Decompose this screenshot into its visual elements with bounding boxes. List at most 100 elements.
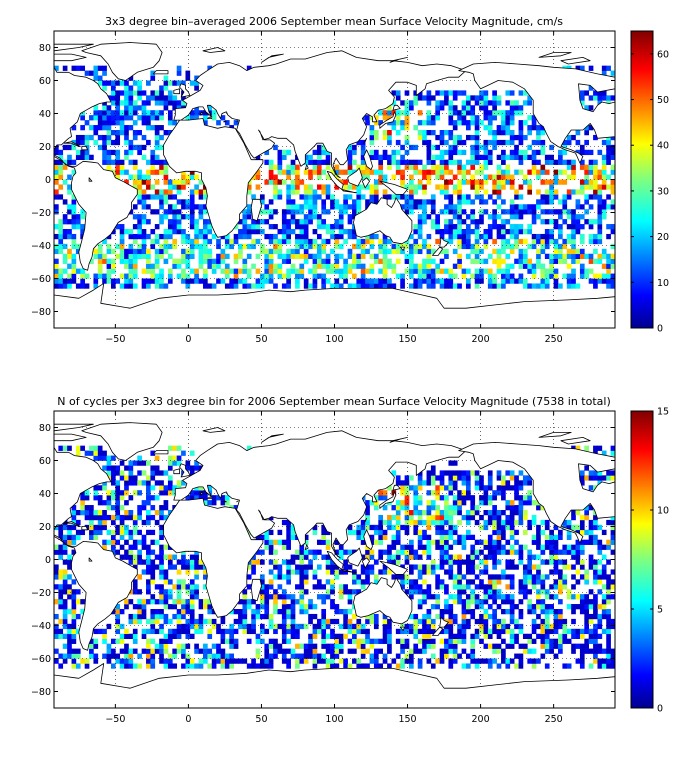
bin-cell xyxy=(465,514,471,521)
bin-cell xyxy=(132,475,138,481)
bin-cell xyxy=(514,233,519,240)
bin-cell xyxy=(549,144,554,151)
bin-cell xyxy=(518,224,524,230)
bin-cell xyxy=(479,480,484,486)
bin-cell xyxy=(255,653,261,659)
bin-cell xyxy=(492,144,497,151)
bin-cell xyxy=(593,638,598,644)
bin-cell xyxy=(62,268,68,274)
bin-cell xyxy=(141,460,147,466)
bin-cell xyxy=(159,599,164,605)
bin-cell xyxy=(373,539,379,545)
bin-cell xyxy=(593,658,598,664)
bin-cell xyxy=(522,589,528,595)
bin-cell xyxy=(382,495,388,501)
bin-cell xyxy=(400,144,405,151)
bin-cell xyxy=(106,268,112,274)
bin-cell xyxy=(71,609,77,615)
bin-cell xyxy=(483,139,489,146)
bin-cell xyxy=(97,485,103,491)
bin-cell xyxy=(448,475,454,481)
bin-cell xyxy=(531,564,537,570)
bin-cell xyxy=(465,609,471,615)
bin-cell xyxy=(308,174,313,180)
bin-cell xyxy=(610,658,615,664)
bin-cell xyxy=(80,224,85,230)
bin-cell xyxy=(492,574,497,580)
bin-cell xyxy=(531,214,537,220)
bin-cell xyxy=(465,233,471,240)
bin-cell xyxy=(150,243,156,250)
bin-cell xyxy=(110,475,116,481)
bin-cell xyxy=(536,134,541,141)
bin-cell xyxy=(540,199,546,205)
bin-cell xyxy=(558,149,563,156)
bin-cell xyxy=(544,539,550,545)
bin-cell xyxy=(479,184,484,190)
bin-cell xyxy=(448,283,454,289)
bin-cell xyxy=(330,248,335,255)
bin-cell xyxy=(176,594,182,600)
bin-cell xyxy=(483,623,489,630)
bin-cell xyxy=(457,115,462,121)
bin-cell xyxy=(242,599,248,605)
bin-cell xyxy=(536,139,541,146)
bin-cell xyxy=(571,510,576,516)
bin-cell xyxy=(67,204,72,210)
bin-cell xyxy=(409,248,414,255)
bin-cell xyxy=(211,263,217,269)
bin-cell xyxy=(268,179,274,185)
bin-cell xyxy=(404,574,410,580)
bin-cell xyxy=(544,534,550,540)
bin-cell xyxy=(198,663,204,669)
bin-cell xyxy=(514,653,519,659)
bin-cell xyxy=(110,139,116,146)
bin-cell xyxy=(544,159,550,165)
bin-cell xyxy=(369,283,375,289)
bin-cell xyxy=(395,500,401,506)
bin-cell xyxy=(299,569,305,575)
bin-cell xyxy=(430,480,436,486)
bin-cell xyxy=(124,125,129,131)
bin-cell xyxy=(470,243,476,250)
bin-cell xyxy=(527,95,533,101)
coastline xyxy=(341,569,357,574)
bin-cell xyxy=(62,219,68,225)
bin-cell xyxy=(268,559,274,565)
bin-cell xyxy=(259,194,265,200)
bin-cell xyxy=(159,549,164,555)
bin-cell xyxy=(501,623,506,630)
bin-cell xyxy=(501,475,506,481)
bin-cell xyxy=(593,559,598,565)
bin-cell xyxy=(492,658,497,664)
bin-cell xyxy=(119,495,125,501)
bin-cell xyxy=(470,599,476,605)
bin-cell xyxy=(255,609,261,615)
bin-cell xyxy=(566,238,572,245)
bin-cell xyxy=(527,559,533,565)
bin-cell xyxy=(115,495,121,501)
bin-cell xyxy=(593,569,598,575)
bin-cell xyxy=(167,209,173,215)
bin-cell xyxy=(54,164,59,170)
bin-cell xyxy=(487,125,493,131)
bin-cell xyxy=(457,229,462,235)
bin-cell xyxy=(62,159,68,165)
bin-cell xyxy=(439,514,445,521)
bin-cell xyxy=(224,628,230,635)
bin-cell xyxy=(448,544,454,550)
bin-cell xyxy=(268,613,274,620)
bin-cell xyxy=(514,214,519,220)
bin-cell xyxy=(509,599,515,605)
bin-cell xyxy=(246,209,252,215)
bin-cell xyxy=(461,268,467,274)
bin-cell xyxy=(369,194,375,200)
bin-cell xyxy=(137,115,142,121)
bin-cell xyxy=(325,194,331,200)
bin-cell xyxy=(553,643,559,649)
bin-cell xyxy=(347,204,353,210)
bin-cell xyxy=(198,658,204,664)
bin-cell xyxy=(575,258,581,264)
bin-cell xyxy=(522,120,528,126)
bin-cell xyxy=(522,229,528,235)
